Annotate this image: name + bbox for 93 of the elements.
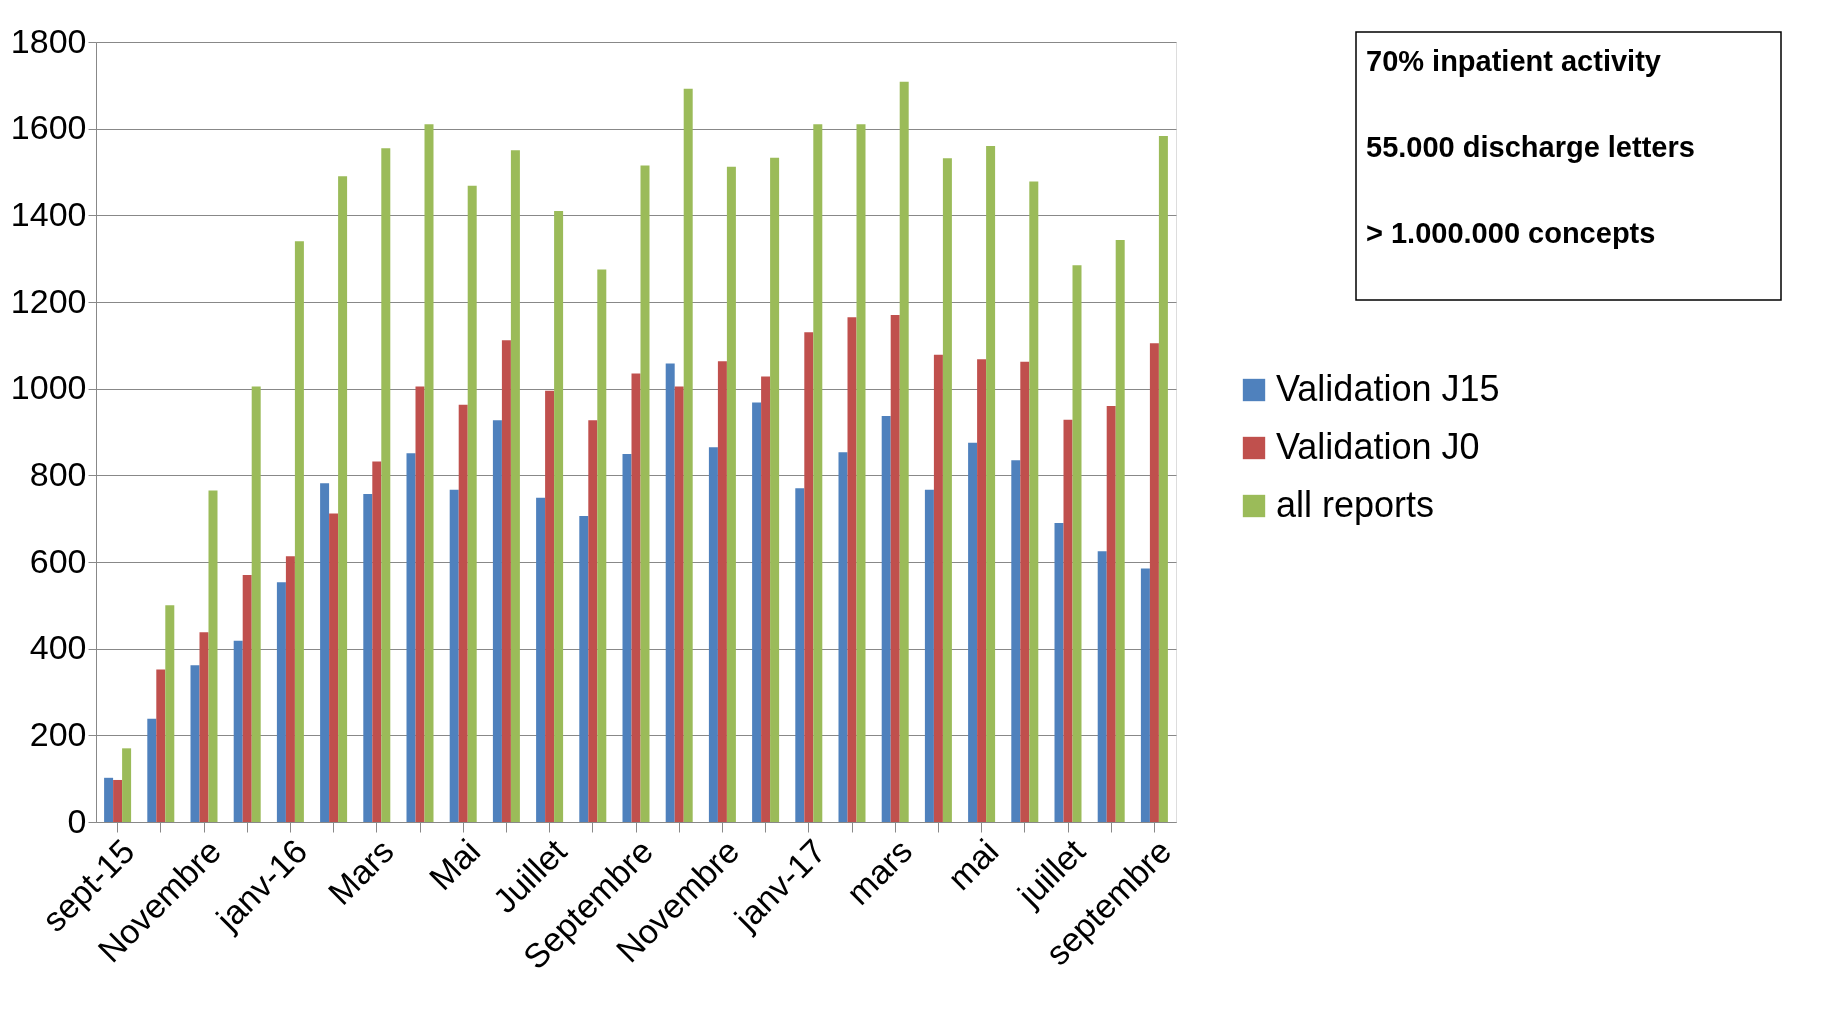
bar [726,166,736,822]
y-tick-label: 200 [29,714,87,753]
bar [294,241,304,822]
bar [156,669,166,822]
bar [942,158,952,822]
bar [545,390,555,822]
bar [458,404,468,822]
bar [372,461,382,822]
bar [968,442,978,822]
bar [597,269,607,822]
bar [1072,265,1082,822]
bar [199,632,209,822]
y-tick-label: 400 [29,628,87,667]
bar [1149,343,1159,822]
bar [285,556,295,822]
bar [977,359,987,822]
x-tick-label: Mai [421,831,488,898]
bar [276,582,286,822]
bar [1106,406,1116,822]
bar [579,516,589,822]
bar [640,165,650,822]
bar [838,452,848,822]
bar [708,447,718,822]
bar [242,575,252,822]
legend-label: Validation J0 [1276,426,1480,467]
bar [1140,568,1150,822]
y-tick-label: 0 [67,801,87,840]
bar [770,157,780,822]
bar [717,361,727,822]
bar [415,386,425,822]
bar [510,150,520,822]
bar [363,493,373,822]
bar [588,420,598,822]
bar [113,779,123,822]
bar [847,317,857,822]
text: 70% inpatient activity [1366,45,1661,77]
x-tick-label: mai [940,831,1006,898]
bar [683,88,693,822]
y-tick-label: 800 [29,454,87,493]
bar [795,488,805,822]
bar [1029,181,1039,822]
bar [1011,460,1021,822]
bar [122,748,132,822]
bar [190,665,200,822]
y-tick-label: 1400 [10,194,87,233]
bar [622,454,632,822]
y-tick-label: 1000 [10,368,87,407]
bar [1020,361,1030,822]
y-tick-label: 1200 [10,281,87,320]
text: > 1.000.000 concepts [1366,217,1656,249]
bar [924,489,934,822]
y-tick-label: 1600 [10,108,87,147]
bar [501,340,511,822]
bar [381,148,391,822]
bar [631,373,641,822]
y-tick-label: 1800 [10,21,87,60]
bar [208,490,218,822]
legend-label: all reports [1276,484,1435,525]
bar [233,640,243,822]
bar [986,146,996,822]
bar [899,81,909,822]
bar [554,211,564,822]
bar [674,386,684,822]
bar [165,605,175,822]
bar [406,453,416,822]
bar [752,402,762,822]
legend-label: Validation J15 [1276,368,1500,409]
text: 55.000 discharge letters [1366,131,1695,163]
bar [665,363,675,822]
bar [492,420,502,822]
bar [449,489,459,822]
bar [1054,523,1064,822]
bar [933,354,943,822]
bar [890,315,900,822]
bar [1115,240,1125,822]
bar [536,497,546,822]
bar [251,386,261,822]
bar [761,376,771,822]
bar [813,124,823,822]
bar [147,718,157,822]
bar [1158,136,1168,822]
bar [329,513,339,822]
bar [467,185,477,822]
bar [338,176,348,822]
bar [424,124,434,822]
bar [881,415,891,822]
bar [856,124,866,822]
bar [1097,551,1107,822]
bar [1063,419,1073,822]
bar [320,483,330,822]
bar [104,777,114,822]
y-tick-label: 600 [29,541,87,580]
bar [804,332,814,822]
